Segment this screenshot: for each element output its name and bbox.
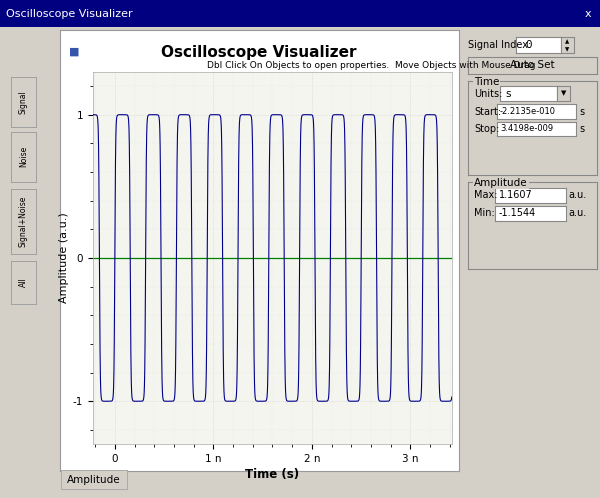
Text: a.u.: a.u.	[569, 190, 587, 200]
Text: Signal Index:: Signal Index:	[468, 40, 531, 50]
Text: Amplitude: Amplitude	[67, 475, 121, 485]
Text: Start:: Start:	[474, 107, 501, 117]
Text: Signal: Signal	[19, 90, 28, 114]
Text: All: All	[19, 278, 28, 287]
Text: 3.4198e-009: 3.4198e-009	[500, 124, 553, 133]
Text: 1.1607: 1.1607	[499, 190, 532, 200]
Text: Oscilloscope Visualizer: Oscilloscope Visualizer	[161, 45, 357, 60]
Text: Oscilloscope Visualizer: Oscilloscope Visualizer	[6, 8, 133, 19]
Text: Noise: Noise	[19, 146, 28, 167]
Text: s: s	[506, 89, 511, 99]
Text: Max:: Max:	[474, 190, 497, 200]
Text: -2.2135e-010: -2.2135e-010	[500, 107, 556, 116]
Text: Dbl Click On Objects to open properties.  Move Objects with Mouse Drag: Dbl Click On Objects to open properties.…	[207, 61, 536, 70]
Text: ▼: ▼	[561, 91, 566, 97]
Text: Min:: Min:	[474, 208, 495, 218]
Text: 0: 0	[525, 40, 532, 50]
Text: Amplitude: Amplitude	[474, 178, 527, 188]
Text: a.u.: a.u.	[569, 208, 587, 218]
Text: ▼: ▼	[565, 47, 570, 52]
Text: Signal+Noise: Signal+Noise	[19, 196, 28, 248]
Text: Time: Time	[474, 77, 499, 87]
Text: Stop:: Stop:	[474, 124, 499, 134]
Text: ■: ■	[69, 46, 79, 56]
Text: s: s	[579, 107, 584, 117]
Text: x: x	[584, 8, 591, 19]
Text: s: s	[579, 124, 584, 134]
Text: Auto Set: Auto Set	[510, 60, 555, 71]
Text: ▲: ▲	[565, 39, 570, 44]
X-axis label: Time (s): Time (s)	[245, 468, 299, 481]
Y-axis label: Amplitude (a.u.): Amplitude (a.u.)	[59, 213, 69, 303]
Text: -1.1544: -1.1544	[499, 208, 536, 218]
Text: Units:: Units:	[474, 89, 502, 99]
